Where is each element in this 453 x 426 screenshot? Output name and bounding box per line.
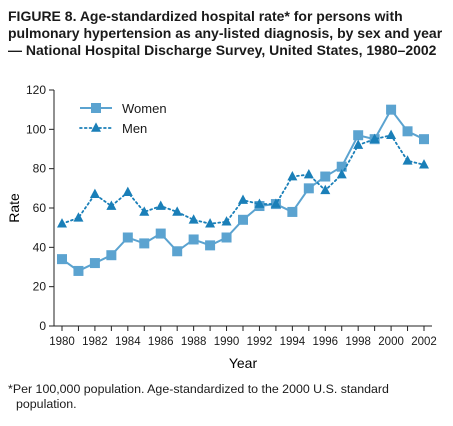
y-tick-label: 80 <box>33 162 47 176</box>
footnote: *Per 100,000 population. Age-standardize… <box>8 382 448 412</box>
data-point <box>155 228 166 239</box>
x-tick-label: 2002 <box>411 336 437 348</box>
data-point <box>238 214 248 225</box>
x-tick-label: 1994 <box>280 336 306 348</box>
legend-marker <box>91 122 101 132</box>
data-point <box>73 265 84 276</box>
x-tick-label: 1996 <box>312 336 338 348</box>
x-axis-label: Year <box>229 355 258 371</box>
data-point <box>89 258 100 269</box>
series-women <box>57 104 429 276</box>
data-point <box>336 168 347 179</box>
footnote-mark: * <box>8 382 13 396</box>
data-point <box>369 133 380 143</box>
series-line <box>61 107 425 273</box>
footnote-text: Per 100,000 population. Age-standardized… <box>12 382 389 411</box>
data-point <box>188 234 199 245</box>
data-point <box>106 250 117 261</box>
legend-label: Women <box>122 101 167 116</box>
data-point <box>57 254 67 265</box>
x-axis: 1980 1982 1984 1986 1988 1990 1992 1994 1996 1998… <box>49 325 437 348</box>
data-point <box>73 212 84 222</box>
data-point <box>353 139 364 149</box>
y-tick-label: 60 <box>33 201 47 215</box>
data-point <box>155 200 166 210</box>
series-men <box>57 129 429 228</box>
y-tick-label: 120 <box>26 83 46 97</box>
data-point <box>205 218 216 228</box>
data-point <box>303 168 314 179</box>
data-point <box>386 129 397 140</box>
data-point <box>287 170 298 181</box>
data-point <box>254 198 265 208</box>
data-point <box>205 240 216 251</box>
legend-label: Men <box>122 121 147 136</box>
x-tick-label: 1990 <box>214 336 240 348</box>
data-point <box>419 134 429 145</box>
data-point <box>270 198 281 208</box>
data-point <box>353 130 364 141</box>
data-point <box>386 104 397 115</box>
x-tick-label: 1986 <box>148 336 174 348</box>
legend-item-men: Men <box>79 121 147 136</box>
data-point <box>139 206 150 216</box>
y-axis-label: Rate <box>6 193 22 223</box>
data-point <box>320 184 331 195</box>
data-point <box>419 159 429 169</box>
data-point <box>221 232 232 243</box>
data-point <box>89 188 100 199</box>
x-tick-label: 1988 <box>181 336 207 348</box>
x-tick-label: 1998 <box>345 336 371 348</box>
x-tick-label: 2000 <box>378 336 404 348</box>
y-tick-label: 0 <box>39 319 46 333</box>
data-point <box>303 183 314 194</box>
data-point <box>188 214 199 224</box>
data-point <box>139 238 150 249</box>
data-point <box>402 126 413 137</box>
data-point <box>221 216 232 226</box>
x-tick-label: 1992 <box>247 336 273 348</box>
data-point <box>336 161 347 172</box>
data-point <box>172 246 183 257</box>
legend: Women Men <box>79 101 167 136</box>
figure-title: FIGURE 8. Age-standardized hospital rate… <box>8 8 443 58</box>
data-point <box>122 186 133 197</box>
data-point <box>106 200 117 210</box>
data-point <box>287 206 298 217</box>
x-tick-label: 1982 <box>82 336 108 348</box>
x-tick-label: 1984 <box>115 336 141 348</box>
data-point <box>122 232 133 243</box>
y-axis: 0 20 40 60 80 100 120 <box>26 83 55 333</box>
x-tick-label: 1980 <box>49 336 75 348</box>
y-tick-label: 20 <box>33 280 47 294</box>
data-point <box>57 218 67 228</box>
data-point <box>402 155 413 165</box>
legend-item-women: Women <box>80 101 167 116</box>
series-line <box>61 134 425 225</box>
data-point <box>320 171 331 182</box>
data-point <box>172 206 183 216</box>
data-point <box>238 194 248 204</box>
y-tick-label: 100 <box>26 122 46 136</box>
y-tick-label: 40 <box>33 240 47 254</box>
series-group <box>57 104 429 276</box>
legend-marker <box>91 103 101 113</box>
